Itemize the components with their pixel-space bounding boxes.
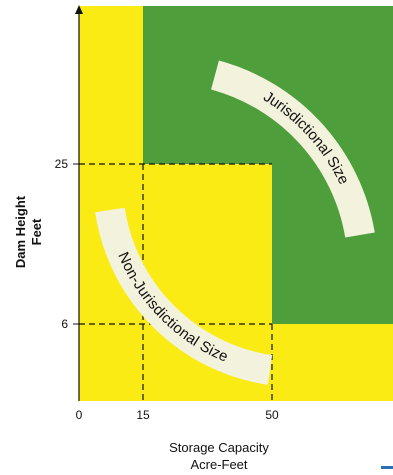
y-axis-label-line2: Feet — [29, 218, 44, 245]
x-tick-15: 15 — [136, 408, 150, 422]
non-jurisdictional-band — [95, 207, 273, 385]
x-axis-label-line2: Acre-Feet — [190, 457, 247, 472]
x-axis-label-line1: Storage Capacity — [169, 440, 269, 455]
jurisdictional-region — [143, 6, 393, 324]
x-tick-0: 0 — [76, 408, 83, 422]
x-tick-50: 50 — [265, 408, 279, 422]
y-tick-6: 6 — [61, 317, 68, 331]
y-axis-label: Dam Height Feet — [13, 195, 44, 268]
y-axis-arrow — [75, 5, 83, 14]
corner-mark — [381, 466, 393, 469]
y-tick-25: 25 — [55, 157, 69, 171]
y-axis-label-line1: Dam Height — [13, 195, 28, 268]
jurisdictional-band — [210, 60, 375, 238]
